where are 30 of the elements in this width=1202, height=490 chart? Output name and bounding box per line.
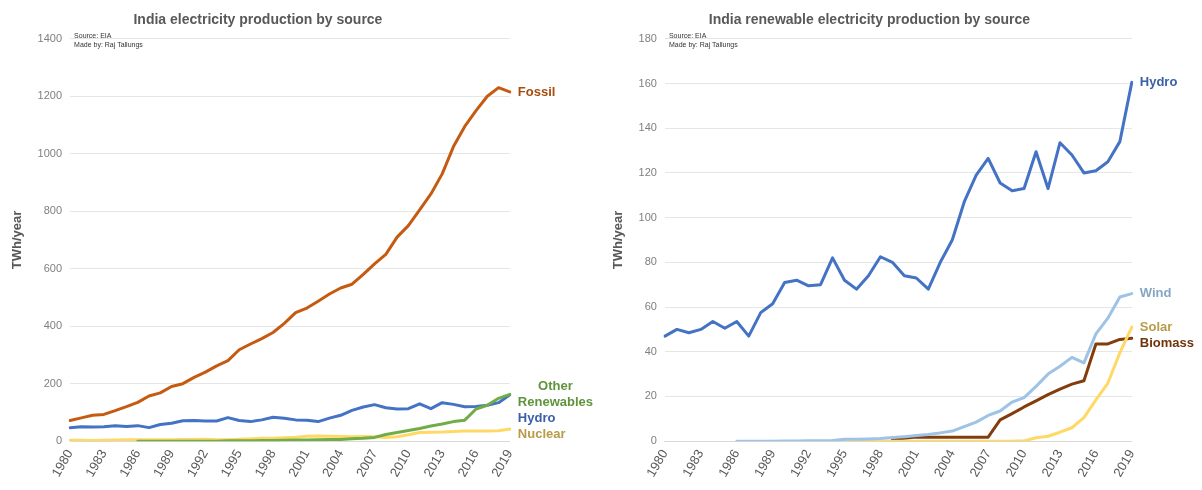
y-tick-label: 800 [43, 204, 63, 217]
y-tick-label: 120 [638, 165, 657, 178]
y-tick-label: 0 [55, 434, 63, 447]
y-tick-label: 80 [644, 255, 657, 268]
y-tick-label: 160 [638, 76, 657, 89]
series-label: Solar [1139, 318, 1173, 334]
y-tick-label: 600 [43, 261, 63, 274]
y-axis-title: TWh/year [9, 210, 25, 270]
y-tick-label: 1000 [37, 146, 63, 159]
y-tick-label: 100 [638, 210, 657, 223]
series-label: Hydro [517, 409, 556, 425]
series-label: Wind [1139, 285, 1172, 301]
series-label: Fossil [517, 83, 556, 99]
y-tick-label: 60 [644, 300, 657, 313]
y-tick-label: 200 [43, 376, 63, 389]
series-label: Biomass [1139, 334, 1195, 350]
y-tick-label: 0 [650, 434, 657, 447]
y-tick-label: 180 [638, 31, 657, 44]
chart-title: India electricity production by source [133, 11, 383, 28]
y-tick-label: 1400 [37, 31, 63, 44]
y-tick-label: 20 [644, 389, 657, 402]
y-tick-label: 140 [638, 121, 657, 134]
series-label: Other Renewables [517, 377, 594, 409]
series-label: Hydro [1139, 73, 1178, 89]
y-tick-label: 1200 [37, 89, 63, 102]
y-axis-title: TWh/year [610, 210, 626, 270]
y-tick-label: 40 [644, 344, 657, 357]
chart-title: India renewable electricity production by source [708, 11, 1031, 28]
series-label: Nuclear [517, 425, 566, 441]
y-tick-label: 400 [43, 319, 63, 332]
